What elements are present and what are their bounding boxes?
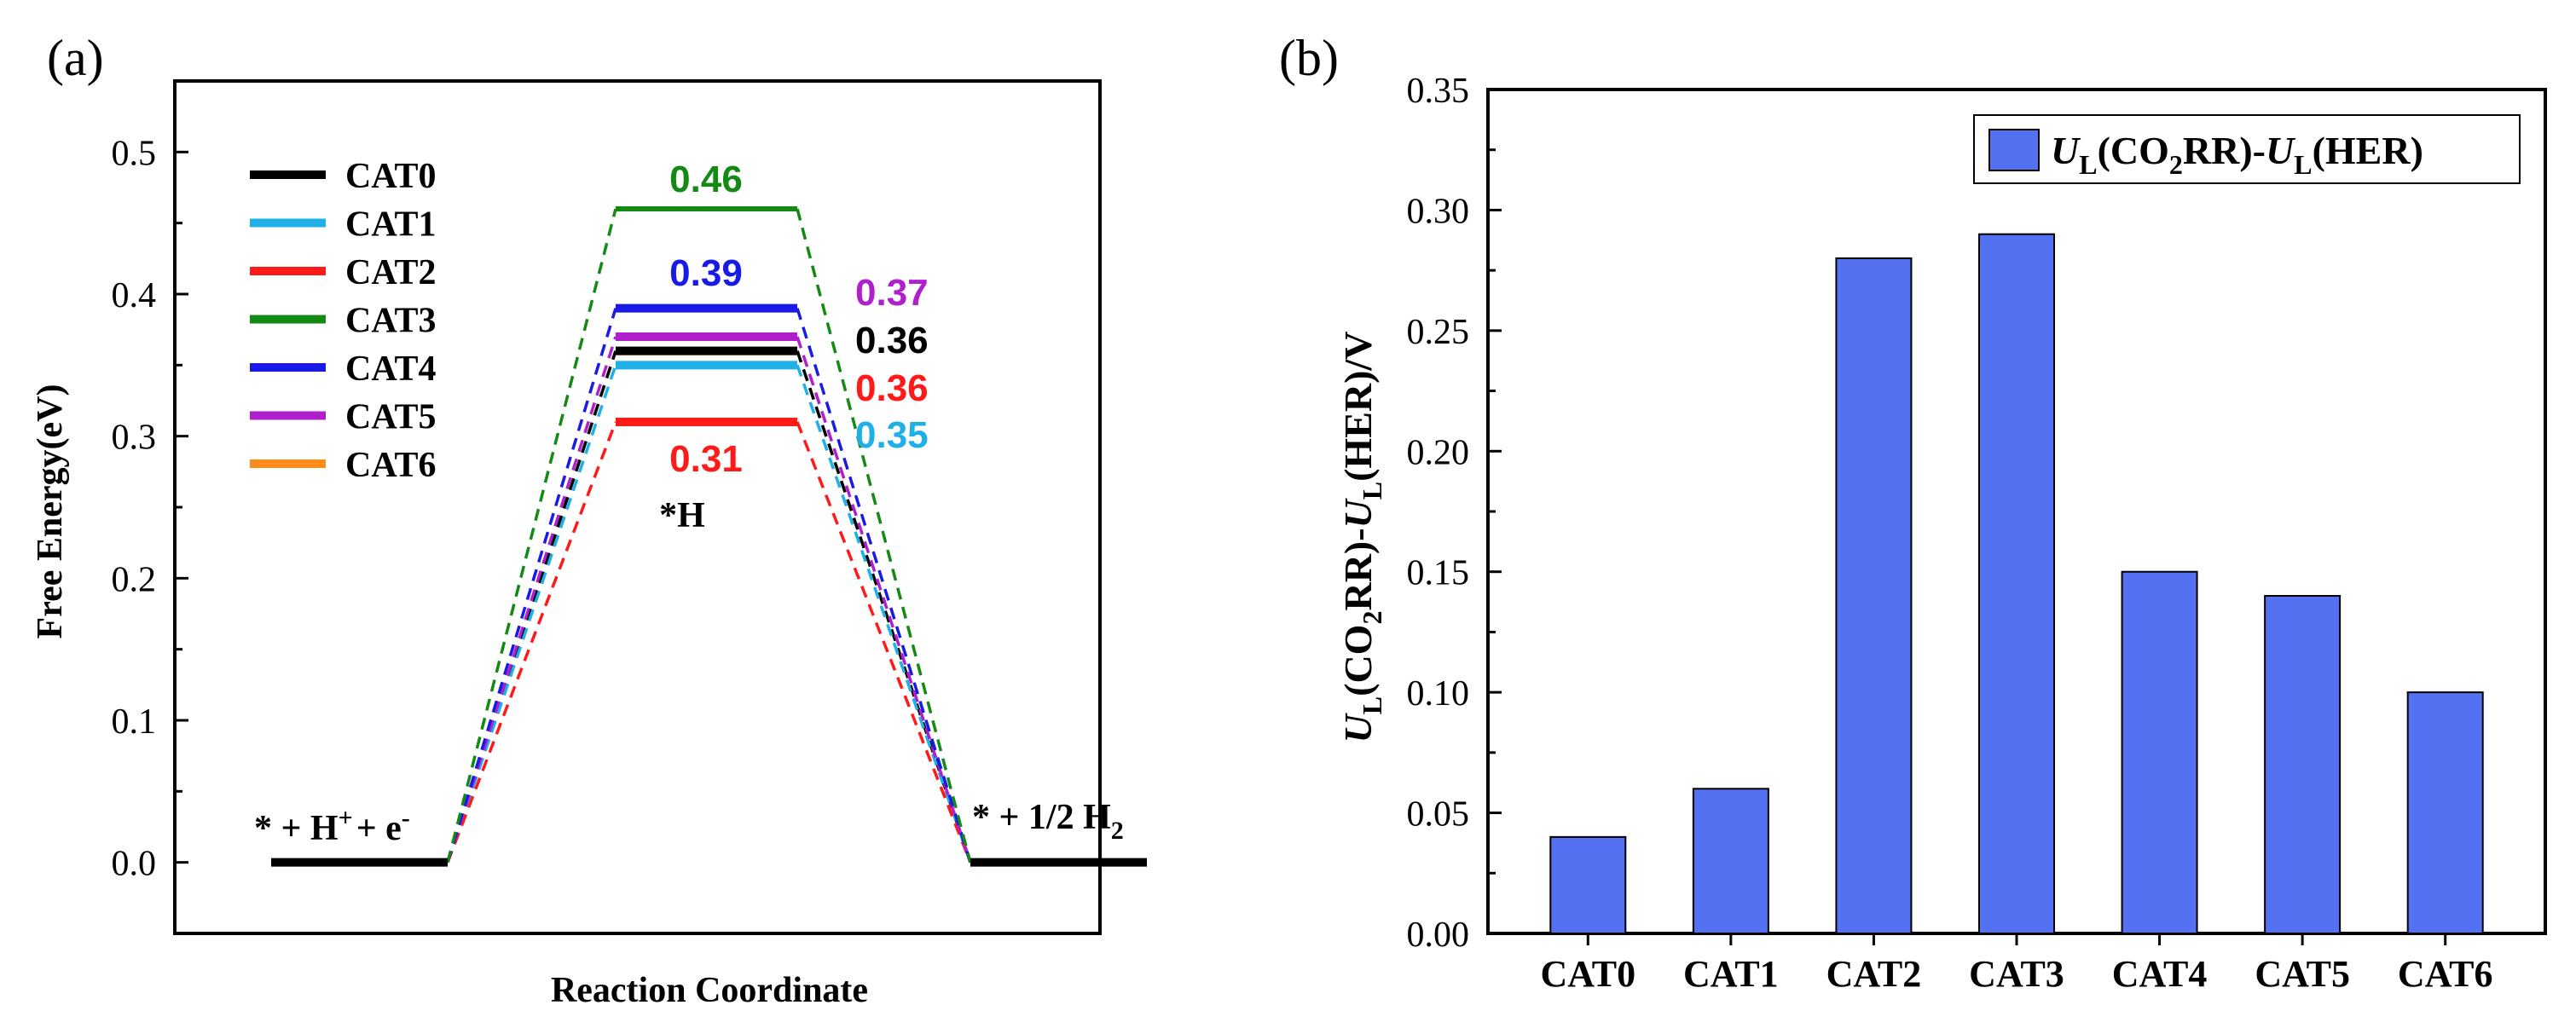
value-label-cat4: 0.39 <box>669 252 743 294</box>
value-label-cat2: 0.31 <box>669 438 743 480</box>
panel-a-y-tick-label: 0.5 <box>112 134 157 173</box>
panel-a-y-tick-label: 0.0 <box>112 845 157 884</box>
panel-a-y-tick-label: 0.2 <box>112 560 157 599</box>
bar-cat3 <box>1978 233 2055 934</box>
legend-label-cat6: CAT6 <box>345 446 437 485</box>
connector-cat1-down <box>796 364 972 864</box>
panel-a-connectors <box>446 208 972 864</box>
connector-cat2-down <box>796 421 972 864</box>
panel-a-value-labels: 0.36 0.35 0.31 0.46 0.39 0.37 0.36 <box>669 159 928 480</box>
panel-a-legend: CAT0 CAT1 CAT2 CAT3 CAT4 CAT5 CAT6 <box>250 157 437 485</box>
x-tick-label-cat0: CAT0 <box>1540 953 1635 995</box>
panel-b-y-tick-label: 0.10 <box>1407 674 1470 713</box>
bar-cat1 <box>1692 788 1769 934</box>
panel-a-levels <box>271 206 1147 867</box>
connector-cat3-down <box>796 208 972 864</box>
panel-a-y-ticks <box>175 79 188 864</box>
panel-b-legend-box <box>1973 114 2521 184</box>
panel-b-bar-chart: (b) 0.00 0.05 0.10 0.15 0.20 0.25 0.30 0.35 CAT… <box>1279 30 2547 995</box>
connector-cat5-down <box>796 336 972 864</box>
state-label-intermediate: *H <box>659 496 705 535</box>
legend-label-cat5: CAT5 <box>345 398 437 437</box>
panel-a-label: (a) <box>47 30 104 86</box>
panel-a-y-tick-labels: 0.0 0.1 0.2 0.3 0.4 0.5 <box>112 134 157 883</box>
bar-cat5 <box>2264 595 2342 934</box>
panel-b-y-ticks <box>1488 88 1502 935</box>
legend-label-cat1: CAT1 <box>345 205 437 245</box>
panel-a-y-tick-label: 0.1 <box>112 702 157 742</box>
panel-b-y-tick-label: 0.15 <box>1407 554 1470 593</box>
panel-a-y-tick-label: 0.3 <box>112 419 157 458</box>
panel-b-label: (b) <box>1279 30 1339 86</box>
value-label-cat1: 0.35 <box>855 414 929 456</box>
panel-b-y-tick-label: 0.30 <box>1407 192 1470 231</box>
connector-cat4-up <box>446 308 617 864</box>
x-tick-label-cat2: CAT2 <box>1826 953 1922 995</box>
x-tick-label-cat6: CAT6 <box>2398 953 2493 995</box>
value-label-cat3: 0.46 <box>669 159 743 200</box>
connector-cat0-down <box>796 350 972 864</box>
panel-a-y-tick-label: 0.4 <box>112 276 157 315</box>
bar-cat2 <box>1835 257 1913 934</box>
connector-cat5-up <box>446 336 617 864</box>
panel-b-legend-label: UL(CO2RR)-UL(HER) <box>2051 129 2423 180</box>
panel-b-y-tick-label: 0.25 <box>1407 313 1470 352</box>
legend-label-cat0: CAT0 <box>345 157 437 196</box>
connector-cat3-up <box>446 208 617 864</box>
legend-label-cat2: CAT2 <box>345 253 437 292</box>
panel-b-y-tick-label: 0.05 <box>1407 795 1470 835</box>
bar-cat6 <box>2406 691 2484 935</box>
panel-b-y-axis-title: UL(CO2RR)-UL(HER)/V <box>1336 332 1387 743</box>
panel-a-energy-diagram: (a) 0.00.10.20.30.40.5 0.360.350.310.460… <box>31 30 1147 1010</box>
bar-cat4 <box>2121 570 2198 934</box>
panel-b-bars <box>1549 233 2484 935</box>
x-tick-label-cat4: CAT4 <box>2112 953 2208 995</box>
panel-b-category-labels: CAT0 CAT1 CAT2 CAT3 CAT4 CAT5 CAT6 <box>1540 933 2493 995</box>
value-label-cat5: 0.37 <box>855 272 929 314</box>
panel-b-y-tick-label: 0.20 <box>1407 433 1470 472</box>
panel-b-legend-swatch <box>1988 129 2040 171</box>
bar-cat0 <box>1549 835 1627 934</box>
value-label-cat0: 0.36 <box>855 320 929 361</box>
x-tick-label-cat5: CAT5 <box>2255 953 2350 995</box>
x-tick-label-cat1: CAT1 <box>1683 953 1779 995</box>
legend-label-cat4: CAT4 <box>345 349 437 389</box>
legend-label-cat3: CAT3 <box>345 302 437 341</box>
x-tick-label-cat3: CAT3 <box>1969 953 2064 995</box>
state-label-initial: * + H++ e- <box>254 804 410 848</box>
panel-a-x-axis-title: Reaction Coordinate <box>551 971 868 1010</box>
value-label-cat6: 0.36 <box>855 367 929 409</box>
panel-b-y-tick-labels: 0.00 0.05 0.10 0.15 0.20 0.25 0.30 0.35 <box>1407 72 1470 955</box>
panel-a-y-axis-title: Free Energy(eV) <box>31 384 70 639</box>
panel-b-y-tick-label: 0.35 <box>1407 72 1470 111</box>
state-label-final: * + 1/2 H2 <box>972 798 1124 845</box>
panel-b-legend: UL(CO2RR)-UL(HER) <box>1973 114 2521 184</box>
panel-b-y-tick-label: 0.00 <box>1407 916 1470 955</box>
connector-cat2-up <box>446 421 617 864</box>
